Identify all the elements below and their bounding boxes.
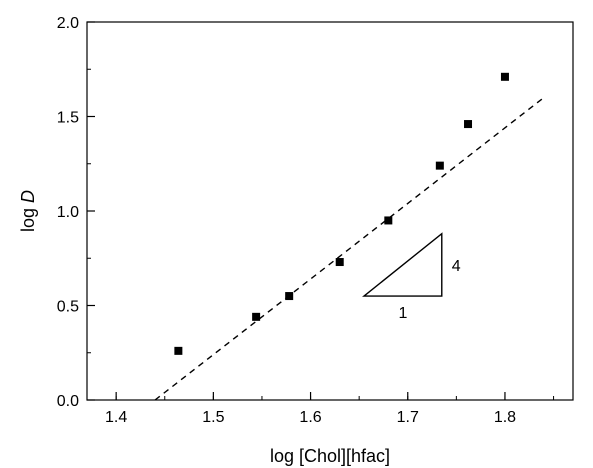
data-point — [464, 120, 473, 129]
data-point — [335, 258, 344, 267]
data-points — [174, 72, 509, 355]
data-point — [285, 292, 294, 301]
x-tick-labels: 1.4 1.5 1.6 1.7 1.8 — [105, 409, 516, 426]
y-tick-label: 2.0 — [57, 15, 79, 32]
data-point — [435, 161, 444, 170]
y-axis-label-symbol: D — [18, 190, 38, 203]
slope-rise-label: 4 — [452, 258, 461, 275]
x-tick-label: 1.4 — [105, 409, 127, 426]
y-axis-label: log D — [18, 190, 38, 232]
x-tick-label: 1.5 — [202, 409, 224, 426]
y-tick-label: 0.0 — [57, 393, 79, 410]
y-tick-label: 1.0 — [57, 204, 79, 221]
x-tick-label: 1.8 — [494, 409, 516, 426]
x-tick-label: 1.7 — [397, 409, 419, 426]
x-axis-label: log [Chol][hfac] — [270, 446, 390, 466]
data-point — [500, 72, 509, 81]
minor-ticks — [87, 21, 555, 401]
data-point — [174, 346, 183, 355]
slope-run-label: 1 — [398, 305, 407, 322]
x-tick-label: 1.6 — [299, 409, 321, 426]
major-ticks — [87, 21, 506, 401]
fit-line — [154, 97, 545, 401]
y-axis-label-prefix: log — [18, 203, 38, 232]
plot-frame — [86, 21, 574, 401]
y-tick-labels: 0.0 0.5 1.0 1.5 2.0 — [57, 15, 79, 410]
y-tick-label: 1.5 — [57, 110, 79, 127]
data-point — [384, 216, 393, 225]
y-tick-label: 0.5 — [57, 299, 79, 316]
slope-triangle — [362, 232, 443, 297]
data-point — [252, 312, 261, 321]
